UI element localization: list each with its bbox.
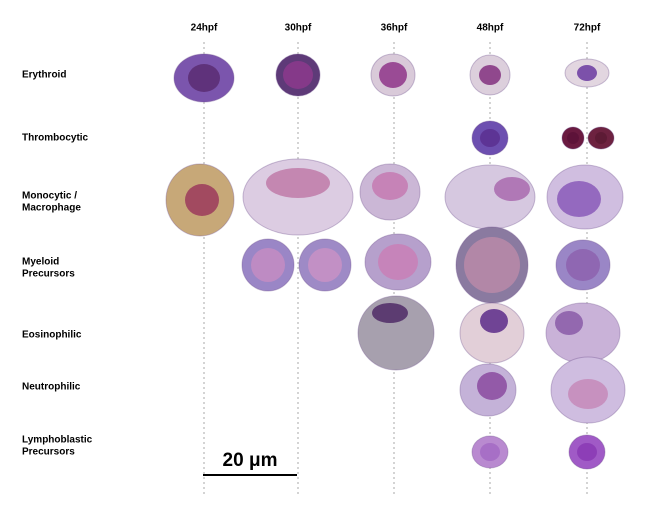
cell-nucleus	[557, 181, 601, 217]
cell-body	[545, 302, 621, 364]
cell-nucleus	[266, 168, 330, 198]
cell-nucleus	[188, 64, 220, 92]
cell-nucleus	[480, 443, 500, 461]
cell-nucleus	[566, 249, 600, 281]
cell-nucleus	[480, 129, 500, 147]
column-header: 24hpf	[191, 23, 218, 34]
cell-nucleus	[568, 379, 608, 409]
row-label: Monocytic /	[22, 191, 77, 202]
cell-nucleus	[372, 303, 408, 323]
cell-nucleus	[479, 65, 501, 85]
cell-nucleus	[308, 248, 342, 282]
cell-nucleus	[464, 237, 520, 293]
cell-nucleus	[378, 244, 418, 280]
cell-nucleus	[477, 372, 507, 400]
cell-nucleus	[185, 184, 219, 216]
cells	[165, 53, 626, 470]
row-label: Thrombocytic	[22, 133, 89, 144]
cell-nucleus	[577, 443, 597, 461]
cell-nucleus	[372, 172, 408, 200]
cell-nucleus	[480, 309, 508, 333]
row-label: Lymphoblastic	[22, 435, 93, 446]
row-label: Precursors	[22, 447, 75, 458]
row-label: Myeloid	[22, 257, 59, 268]
column-header: 36hpf	[381, 23, 408, 34]
scale-bar-label: 20 μm	[223, 450, 278, 471]
cell-nucleus	[379, 62, 407, 88]
cell-nucleus	[595, 132, 607, 144]
row-label: Macrophage	[22, 203, 81, 214]
column-header: 72hpf	[574, 23, 601, 34]
cell-nucleus	[577, 65, 597, 81]
row-label: Precursors	[22, 269, 75, 280]
cell-nucleus	[555, 311, 583, 335]
cell-nucleus	[251, 248, 285, 282]
row-label: Neutrophilic	[22, 382, 81, 393]
row-label: Eosinophilic	[22, 330, 82, 341]
cell-nucleus	[567, 132, 579, 144]
column-header: 30hpf	[285, 23, 312, 34]
cell-nucleus	[494, 177, 530, 201]
cell-nucleus	[283, 61, 313, 89]
row-label: Erythroid	[22, 70, 66, 81]
cell-body	[459, 302, 525, 364]
column-header: 48hpf	[477, 23, 504, 34]
